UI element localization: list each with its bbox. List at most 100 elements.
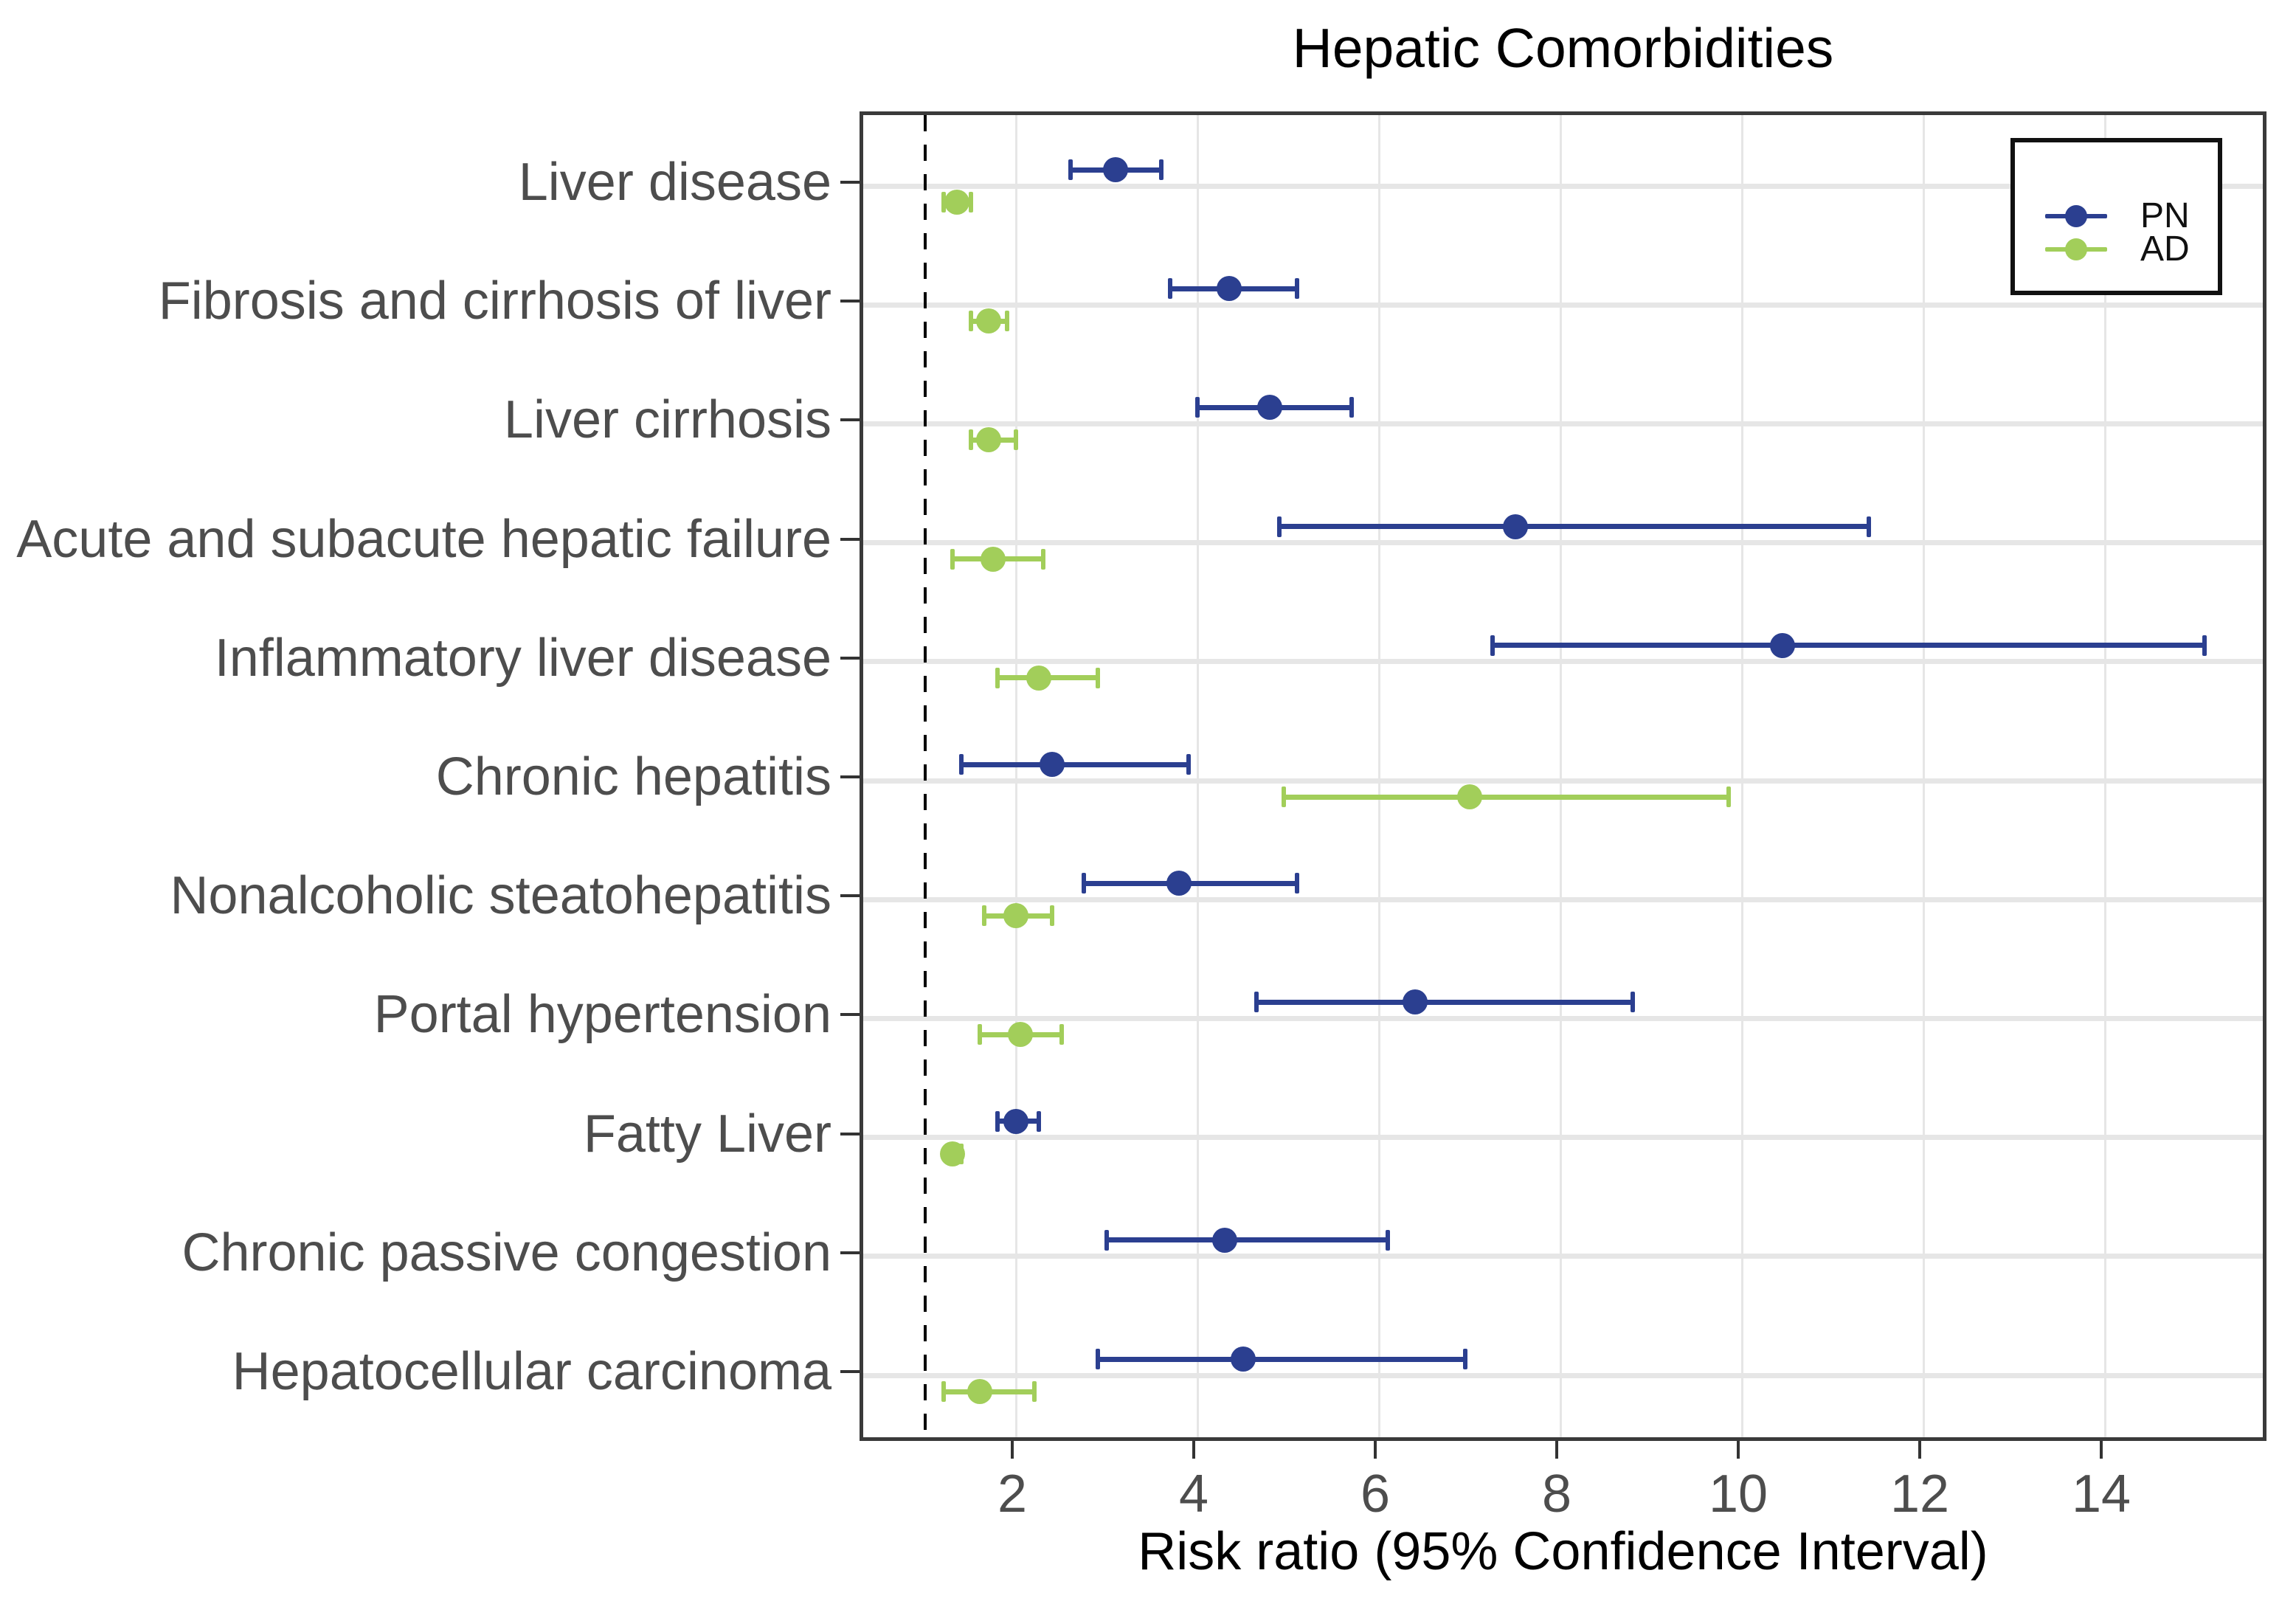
y-axis-label: Fibrosis and cirrhosis of liver — [158, 272, 831, 331]
ci-cap-low-pn — [1276, 516, 1282, 537]
y-axis-label: Acute and subacute hepatic failure — [16, 509, 831, 569]
gridline-horizontal — [863, 1372, 2263, 1378]
data-point-pn — [1257, 395, 1283, 421]
legend-key-dot-ad — [2065, 238, 2087, 260]
ci-cap-high-pn — [1295, 873, 1300, 894]
ci-cap-low-ad — [950, 548, 955, 570]
y-tick-mark — [840, 418, 860, 422]
x-tick-mark — [1918, 1441, 1921, 1459]
ci-cap-high-ad — [1726, 787, 1731, 807]
ci-cap-high-ad — [968, 192, 973, 212]
data-point-ad — [1026, 665, 1051, 691]
gridline-vertical — [1377, 115, 1380, 1437]
x-tick-mark — [1555, 1441, 1558, 1459]
y-tick-mark — [840, 181, 860, 184]
ci-line-pn — [1492, 643, 2205, 649]
ci-cap-low-pn — [1095, 1349, 1100, 1369]
ci-cap-low-pn — [995, 1110, 1000, 1132]
data-point-pn — [1211, 1227, 1237, 1253]
ci-cap-high-ad — [1014, 429, 1018, 451]
y-axis-label: Liver disease — [518, 153, 831, 212]
data-point-pn — [1003, 1108, 1028, 1134]
plot-panel — [860, 111, 2266, 1441]
ci-line-pn — [1256, 999, 1633, 1005]
legend-key-dot-pn — [2065, 205, 2087, 227]
ci-cap-low-ad — [941, 192, 946, 212]
data-point-pn — [1166, 871, 1192, 896]
ci-line-ad — [1283, 794, 1729, 800]
ci-cap-high-pn — [1386, 1229, 1391, 1251]
gridline-horizontal — [863, 778, 2263, 784]
ci-cap-high-pn — [1036, 1110, 1041, 1132]
ci-cap-high-pn — [1462, 1349, 1467, 1369]
x-axis-title: Risk ratio (95% Confidence Interval) — [1138, 1522, 1988, 1581]
data-point-pn — [1217, 276, 1242, 302]
ci-line-pn — [961, 761, 1189, 767]
gridline-horizontal — [863, 183, 2263, 189]
data-point-ad — [981, 546, 1006, 572]
ci-cap-low-pn — [959, 754, 964, 775]
data-point-ad — [976, 427, 1002, 453]
reference-line — [924, 115, 927, 1437]
data-point-pn — [1103, 157, 1129, 182]
y-axis-label: Fatty Liver — [583, 1104, 831, 1164]
ci-cap-high-ad — [1095, 667, 1100, 688]
data-point-ad — [967, 1379, 992, 1404]
ci-cap-low-pn — [1490, 635, 1495, 656]
ci-cap-low-ad — [968, 311, 973, 332]
y-tick-mark — [840, 775, 860, 778]
gridline-horizontal — [863, 896, 2263, 902]
x-tick-label: 2 — [997, 1465, 1028, 1524]
ci-cap-low-ad — [995, 667, 1000, 688]
gridline-vertical — [1740, 115, 1743, 1437]
y-tick-mark — [840, 1132, 860, 1135]
ci-cap-high-ad — [1059, 1024, 1064, 1045]
gridline-horizontal — [863, 659, 2263, 665]
y-tick-mark — [840, 300, 860, 303]
ci-cap-low-ad — [941, 1381, 946, 1402]
ci-line-pn — [1107, 1237, 1389, 1243]
gridline-vertical — [1559, 115, 1562, 1437]
y-tick-mark — [840, 656, 860, 660]
y-axis-label: Nonalcoholic steatohepatitis — [170, 866, 831, 926]
ci-line-pn — [1097, 1356, 1465, 1362]
ci-cap-low-pn — [1195, 397, 1200, 418]
ci-cap-low-pn — [1068, 159, 1073, 180]
x-tick-label: 14 — [2071, 1465, 2131, 1524]
ci-cap-high-ad — [1050, 905, 1055, 927]
y-tick-mark — [840, 1251, 860, 1254]
gridline-vertical — [1922, 115, 1925, 1437]
ci-cap-low-pn — [1104, 1229, 1109, 1251]
data-point-ad — [1003, 903, 1028, 929]
legend-label-ad: AD — [2140, 229, 2190, 269]
y-tick-mark — [840, 1370, 860, 1373]
gridline-vertical — [2103, 115, 2106, 1437]
data-point-pn — [1403, 989, 1428, 1015]
legend: PN AD — [2010, 138, 2222, 295]
gridline-horizontal — [863, 1135, 2263, 1141]
data-point-ad — [1008, 1022, 1034, 1048]
ci-cap-high-pn — [1158, 159, 1163, 180]
ci-cap-high-pn — [1349, 397, 1355, 418]
ci-cap-low-ad — [968, 429, 973, 451]
x-tick-label: 6 — [1360, 1465, 1391, 1524]
ci-cap-low-pn — [1254, 992, 1259, 1013]
chart-title: Hepatic Comorbidities — [1292, 17, 1834, 79]
gridline-horizontal — [863, 540, 2263, 546]
y-axis-label: Liver cirrhosis — [503, 390, 831, 450]
x-tick-mark — [1011, 1441, 1014, 1459]
y-tick-mark — [840, 1013, 860, 1017]
x-tick-label: 4 — [1178, 1465, 1209, 1524]
y-tick-mark — [840, 537, 860, 541]
x-tick-mark — [1374, 1441, 1377, 1459]
ci-cap-high-pn — [1867, 516, 1872, 537]
y-axis-label: Chronic hepatitis — [435, 747, 831, 806]
ci-cap-low-ad — [977, 1024, 982, 1045]
data-point-pn — [1230, 1347, 1256, 1372]
ci-cap-high-pn — [1631, 992, 1636, 1013]
gridline-vertical — [1196, 115, 1199, 1437]
y-axis-label: Inflammatory liver disease — [214, 628, 831, 688]
data-point-pn — [1040, 752, 1065, 777]
ci-cap-high-pn — [1295, 278, 1300, 300]
x-tick-mark — [1192, 1441, 1195, 1459]
